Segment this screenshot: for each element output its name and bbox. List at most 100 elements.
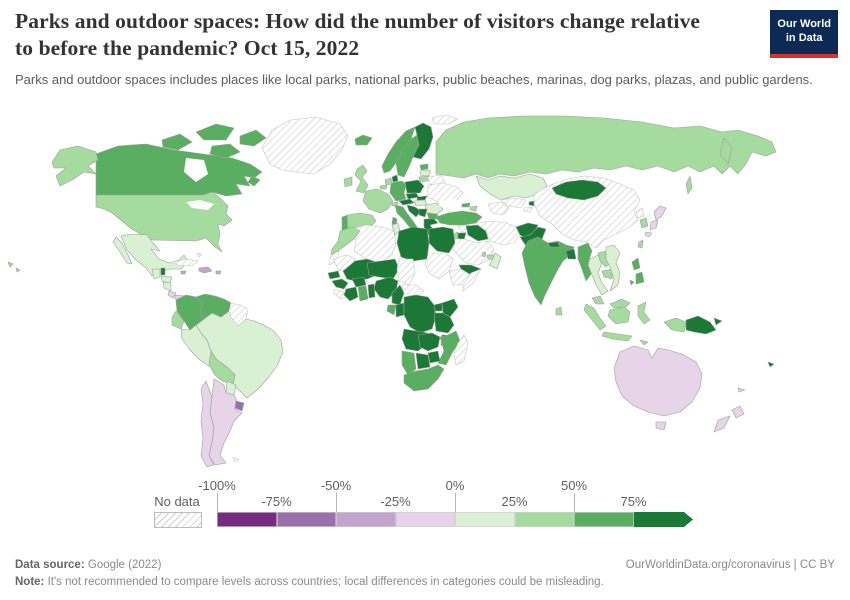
country-madagascar[interactable] (453, 334, 469, 366)
country-canada[interactable] (95, 123, 267, 197)
country-iceland[interactable] (354, 134, 373, 146)
country-svalbard[interactable] (431, 114, 459, 125)
country-azerbaijan[interactable] (469, 205, 478, 212)
legend-segment-0-25[interactable] (455, 512, 515, 527)
country-romania[interactable] (424, 202, 444, 215)
world-choropleth-map[interactable] (0, 112, 850, 478)
country-dominican-republic[interactable] (198, 266, 213, 274)
country-kenya[interactable] (441, 298, 459, 318)
legend-segment-50-75[interactable] (574, 512, 634, 527)
no-data-swatch[interactable] (154, 512, 202, 528)
country-saudi-arabia[interactable] (449, 238, 495, 266)
country-algeria[interactable] (351, 224, 397, 264)
legend-segment--25-0[interactable] (395, 512, 455, 527)
country-indonesia[interactable] (583, 301, 687, 346)
legend-segment--75--50[interactable] (276, 512, 336, 527)
country-guatemala[interactable] (151, 268, 161, 280)
country-falkland-islands[interactable] (232, 456, 240, 463)
country-vietnam[interactable] (605, 244, 621, 292)
country-serbia[interactable] (418, 208, 428, 218)
legend-segment--100--75[interactable] (217, 512, 277, 527)
country-chad[interactable] (396, 258, 416, 286)
country-denmark[interactable] (391, 174, 399, 183)
country-new-zealand[interactable] (713, 405, 745, 433)
country-greenland[interactable] (261, 116, 349, 175)
country-belize[interactable] (160, 267, 166, 276)
country-chile[interactable] (200, 380, 215, 468)
country-dr-congo[interactable] (403, 294, 437, 334)
country-cameroon[interactable] (391, 284, 405, 306)
country-cote-d-ivoire[interactable] (343, 286, 359, 302)
country-russia[interactable] (435, 115, 777, 195)
country-uzbekistan[interactable] (500, 197, 527, 209)
country-turkey[interactable] (435, 210, 483, 226)
country-slovakia[interactable] (416, 195, 428, 201)
country-qatar[interactable] (481, 251, 487, 258)
country-germany[interactable] (389, 180, 407, 202)
country-georgia[interactable] (461, 202, 471, 208)
country-jamaica[interactable] (180, 270, 187, 275)
country-zimbabwe[interactable] (427, 350, 441, 364)
country-estonia[interactable] (419, 163, 429, 171)
country-mexico[interactable] (112, 233, 189, 277)
country-new-caledonia[interactable] (737, 387, 746, 393)
country-tanzania[interactable] (433, 312, 455, 334)
legend-segment--50--25[interactable] (336, 512, 396, 527)
country-ecuador[interactable] (171, 310, 185, 330)
country-zambia[interactable] (417, 332, 441, 352)
country-latvia[interactable] (419, 169, 431, 177)
country-lithuania[interactable] (418, 175, 430, 183)
country-japan[interactable] (644, 205, 667, 238)
country-bangladesh[interactable] (565, 248, 577, 260)
country-australia[interactable] (613, 345, 703, 431)
country-ghana[interactable] (357, 285, 369, 302)
country-taiwan[interactable] (637, 239, 644, 249)
country-finland[interactable] (412, 122, 434, 160)
country-benin[interactable] (367, 283, 376, 299)
country-venezuela[interactable] (195, 293, 232, 320)
legend-segment-25-50[interactable] (514, 512, 574, 527)
country-senegal[interactable] (327, 270, 341, 280)
country-oman[interactable] (488, 252, 502, 270)
country-malaysia[interactable] (591, 295, 631, 309)
country-cambodia[interactable] (601, 268, 613, 280)
country-united-states[interactable] (7, 145, 233, 273)
country-uruguay[interactable] (234, 400, 245, 412)
country-papua-new-guinea[interactable] (685, 315, 723, 335)
country-gabon[interactable] (386, 304, 397, 316)
country-guyana[interactable] (228, 302, 249, 327)
country-morocco[interactable] (330, 226, 361, 256)
country-philippines[interactable] (629, 257, 645, 286)
country-somalia[interactable] (462, 268, 482, 292)
country-congo[interactable] (395, 302, 405, 318)
country-nicaragua[interactable] (162, 281, 172, 292)
country-niger[interactable] (366, 258, 400, 280)
country-guinea[interactable] (331, 278, 349, 290)
country-botswana[interactable] (415, 352, 431, 370)
country-central-african-republic[interactable] (401, 284, 425, 298)
country-bahamas[interactable] (196, 252, 203, 258)
country-mozambique[interactable] (437, 330, 461, 366)
country-egypt[interactable] (428, 226, 456, 254)
country-turkmenistan[interactable] (487, 201, 510, 216)
country-india[interactable] (521, 236, 575, 306)
country-cuba[interactable] (171, 258, 199, 267)
country-libya[interactable] (396, 226, 430, 262)
country-iran[interactable] (477, 220, 521, 246)
country-tajikistan[interactable] (523, 206, 533, 213)
country-south-africa[interactable] (403, 364, 445, 392)
legend-segment-75+[interactable] (634, 512, 694, 527)
country-sierra-leone[interactable] (333, 288, 348, 300)
country-ireland[interactable] (343, 176, 353, 188)
country-uganda[interactable] (433, 302, 443, 312)
country-fiji[interactable] (767, 361, 775, 368)
country-nepal[interactable] (547, 241, 561, 248)
country-france[interactable] (362, 188, 394, 214)
country-poland[interactable] (404, 179, 425, 194)
country-namibia[interactable] (401, 350, 417, 376)
country-croatia[interactable] (406, 204, 422, 218)
country-argentina[interactable] (208, 378, 243, 466)
country-austria[interactable] (398, 198, 415, 206)
owid-logo[interactable]: Our World in Data (770, 10, 838, 58)
country-belgium[interactable] (379, 184, 388, 190)
